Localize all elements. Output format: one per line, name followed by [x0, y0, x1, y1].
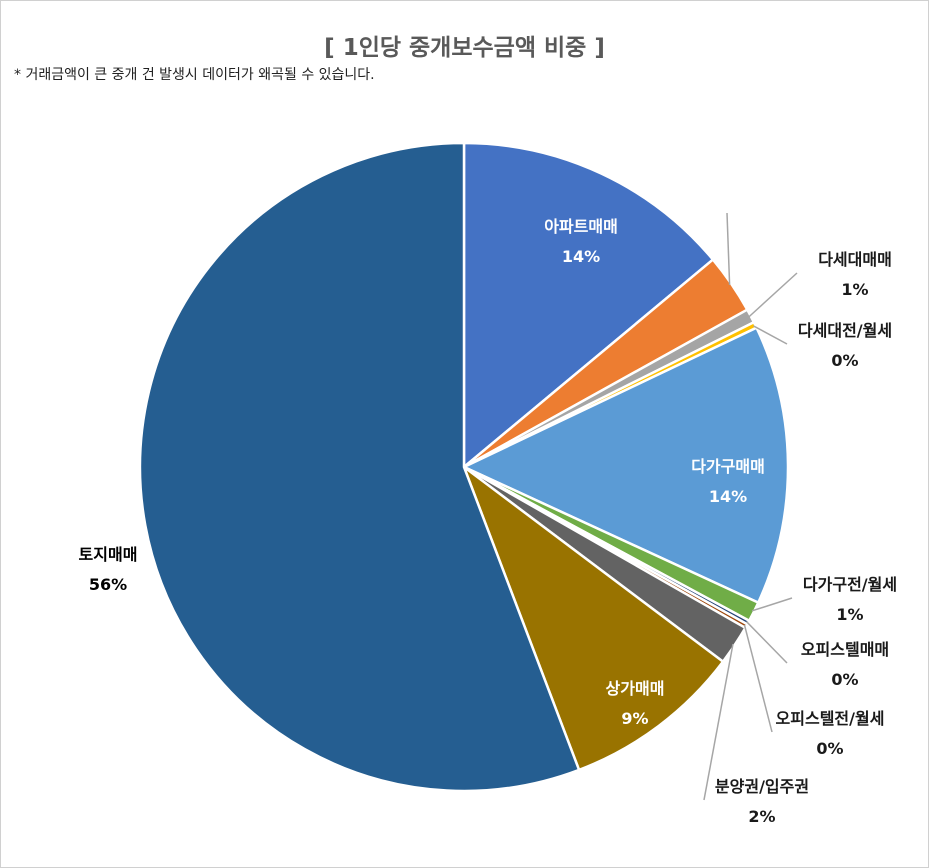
chart-note: * 거래금액이 큰 중개 건 발생시 데이터가 왜곡될 수 있습니다. [14, 67, 375, 83]
slice-label-10: 토지매매 [79, 545, 138, 564]
slice-percent-8: 2% [748, 807, 775, 826]
leader-line-5 [751, 597, 793, 612]
pie-slice-4 [461, 326, 790, 605]
slice-label-2: 다세대매매 [818, 250, 892, 269]
slice-label-1: 아파트전/월세 [738, 190, 832, 209]
slice-percent-1: 3% [771, 220, 798, 239]
slice-percent-10: 56% [89, 575, 127, 594]
slice-percent-9: 9% [621, 709, 648, 728]
slice-label-4: 다가구매매 [691, 457, 765, 476]
slice-percent-5: 1% [836, 605, 863, 624]
pie-slice-0 [462, 141, 715, 470]
leader-line-8 [703, 643, 734, 801]
leader-line-2 [748, 272, 798, 318]
pie-slice-9 [461, 463, 725, 772]
slice-percent-2: 1% [841, 280, 868, 299]
slice-label-9: 상가매매 [606, 679, 665, 698]
leader-line-6 [745, 621, 788, 664]
slice-label-0: 아파트매매 [544, 217, 618, 236]
leader-line-3 [753, 325, 788, 345]
pie-slice-10 [138, 141, 581, 793]
slice-percent-6: 0% [831, 670, 858, 689]
slice-label-7: 오피스텔전/월세 [776, 709, 885, 728]
slice-percent-3: 0% [831, 351, 858, 370]
slice-label-5: 다가구전/월세 [803, 575, 897, 594]
slice-percent-7: 0% [816, 739, 843, 758]
slice-label-8: 분양권/입주권 [715, 777, 809, 796]
slice-percent-4: 14% [709, 487, 747, 506]
slice-label-6: 오피스텔매매 [801, 640, 889, 659]
chart-title: [ 1인당 중개보수금액 비중 ] [324, 35, 605, 61]
leader-line-1 [726, 212, 731, 286]
leader-line-7 [743, 624, 773, 733]
slice-percent-0: 14% [562, 247, 600, 266]
slice-label-3: 다세대전/월세 [798, 321, 892, 340]
